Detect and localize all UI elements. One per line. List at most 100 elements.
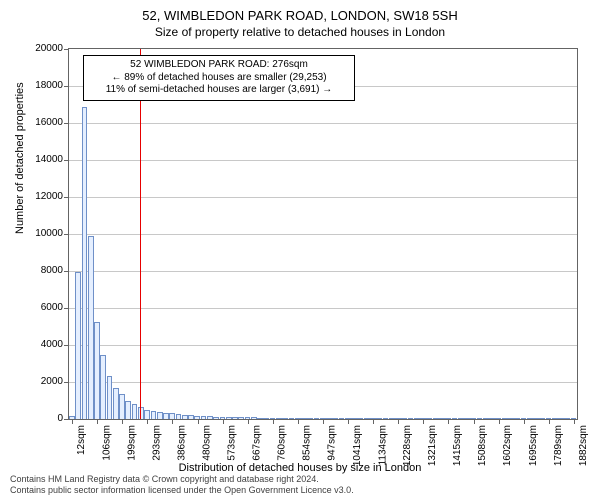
y-tick-label: 10000: [19, 229, 63, 239]
histogram-bar: [477, 418, 483, 419]
x-tick-mark: [524, 419, 525, 424]
histogram-bar: [439, 418, 445, 419]
histogram-bar: [401, 418, 407, 419]
histogram-bar: [94, 322, 100, 419]
y-grid-line: [69, 308, 577, 309]
y-tick-mark: [64, 49, 69, 50]
annotation-line-3: 11% of semi-detached houses are larger (…: [90, 84, 348, 97]
y-grid-line: [69, 197, 577, 198]
histogram-bar: [107, 376, 113, 419]
x-tick-label: 1134sqm: [377, 425, 388, 465]
histogram-bar: [238, 417, 244, 419]
x-tick-mark: [147, 419, 148, 424]
y-grid-line: [69, 382, 577, 383]
x-tick-label: 1602sqm: [503, 425, 514, 466]
histogram-bar: [119, 394, 125, 419]
chart-plot-area: 0200040006000800010000120001400016000180…: [68, 48, 578, 420]
histogram-bar: [489, 418, 495, 419]
histogram-bar: [452, 418, 458, 419]
histogram-bar: [433, 418, 439, 419]
x-tick-mark: [448, 419, 449, 424]
y-tick-label: 20000: [19, 44, 63, 54]
histogram-bar: [88, 236, 94, 419]
histogram-bar: [132, 404, 138, 419]
x-tick-label: 12sqm: [76, 425, 87, 455]
y-tick-mark: [64, 160, 69, 161]
x-tick-label: 947sqm: [327, 425, 338, 461]
histogram-bar: [564, 418, 570, 419]
y-grid-line: [69, 160, 577, 161]
reference-line: [140, 49, 141, 419]
histogram-bar: [100, 355, 106, 419]
title-sub: Size of property relative to detached ho…: [0, 23, 600, 39]
histogram-bar: [314, 418, 320, 419]
x-tick-label: 760sqm: [277, 425, 288, 461]
histogram-bar: [483, 418, 489, 419]
histogram-bar: [464, 418, 470, 419]
histogram-bar: [213, 417, 219, 419]
histogram-bar: [282, 418, 288, 419]
histogram-bar: [539, 418, 545, 419]
x-tick-label: 1695sqm: [528, 425, 539, 466]
y-tick-label: 2000: [19, 377, 63, 387]
y-tick-label: 0: [19, 414, 63, 424]
annotation-line-1: 52 WIMBLEDON PARK ROAD: 276sqm: [90, 59, 348, 72]
histogram-bar: [75, 272, 81, 419]
histogram-bar: [201, 416, 207, 419]
x-tick-label: 1041sqm: [352, 425, 363, 466]
histogram-bar: [176, 414, 182, 419]
histogram-bar: [276, 418, 282, 419]
chart-container: 52, WIMBLEDON PARK ROAD, LONDON, SW18 5S…: [0, 0, 600, 500]
x-tick-label: 1508sqm: [478, 425, 489, 466]
y-tick-label: 14000: [19, 155, 63, 165]
histogram-bar: [508, 418, 514, 419]
y-tick-label: 4000: [19, 340, 63, 350]
histogram-bar: [326, 418, 332, 419]
y-tick-label: 8000: [19, 266, 63, 276]
histogram-bar: [251, 417, 257, 419]
histogram-bar: [552, 418, 558, 419]
y-tick-mark: [64, 234, 69, 235]
x-tick-label: 854sqm: [302, 425, 313, 461]
histogram-bar: [82, 107, 88, 419]
histogram-bar: [339, 418, 345, 419]
y-tick-mark: [64, 308, 69, 309]
histogram-bar: [125, 401, 131, 420]
histogram-bar: [357, 418, 363, 419]
histogram-bar: [207, 416, 213, 419]
x-tick-mark: [72, 419, 73, 424]
histogram-bar: [332, 418, 338, 419]
x-tick-label: 386sqm: [176, 425, 187, 461]
x-tick-label: 1228sqm: [402, 425, 413, 466]
x-tick-mark: [549, 419, 550, 424]
x-tick-mark: [423, 419, 424, 424]
histogram-bar: [414, 418, 420, 419]
x-tick-mark: [574, 419, 575, 424]
annotation-box: 52 WIMBLEDON PARK ROAD: 276sqm ← 89% of …: [83, 55, 355, 101]
histogram-bar: [408, 418, 414, 419]
histogram-bar: [182, 415, 188, 419]
y-tick-label: 12000: [19, 192, 63, 202]
histogram-bar: [533, 418, 539, 419]
x-tick-mark: [172, 419, 173, 424]
x-tick-label: 293sqm: [151, 425, 162, 461]
x-tick-mark: [122, 419, 123, 424]
y-grid-line: [69, 234, 577, 235]
x-tick-mark: [273, 419, 274, 424]
x-tick-mark: [499, 419, 500, 424]
histogram-bar: [144, 410, 150, 419]
x-tick-label: 667sqm: [252, 425, 263, 461]
histogram-bar: [558, 418, 564, 419]
histogram-bar: [301, 418, 307, 419]
x-tick-mark: [97, 419, 98, 424]
histogram-bar: [458, 418, 464, 419]
y-tick-mark: [64, 86, 69, 87]
y-tick-mark: [64, 271, 69, 272]
y-tick-mark: [64, 382, 69, 383]
histogram-bar: [389, 418, 395, 419]
x-tick-label: 1321sqm: [427, 425, 438, 466]
histogram-bar: [263, 418, 269, 419]
footer-line-2: Contains public sector information licen…: [10, 485, 354, 496]
footer-line-1: Contains HM Land Registry data © Crown c…: [10, 474, 354, 485]
x-tick-label: 106sqm: [101, 425, 112, 461]
